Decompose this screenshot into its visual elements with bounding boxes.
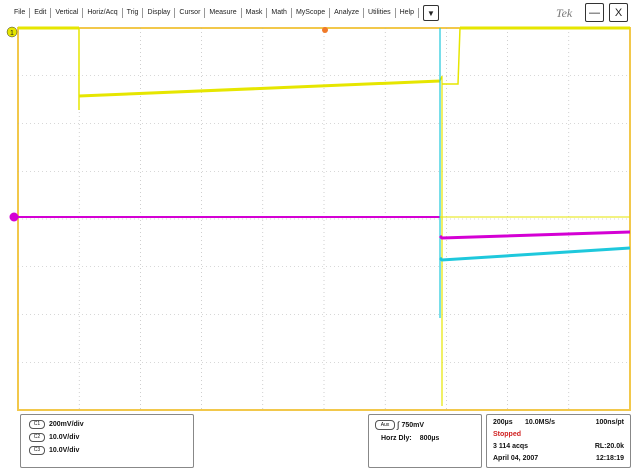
ch1-trace-spike xyxy=(439,75,443,406)
ch1-trace-rise xyxy=(442,27,461,85)
menu-display[interactable]: Display xyxy=(143,8,176,18)
trigger-panel[interactable]: Aux ∫ 750mV Horz Dly: 800µs xyxy=(368,414,482,468)
menu-edit[interactable]: Edit xyxy=(30,8,52,18)
ch1-trace-ramp xyxy=(78,79,441,98)
channel-scale-panel: C1 200mV/div C2 10.0V/div C3 10.0V/div xyxy=(20,414,194,468)
menu-myscope[interactable]: MyScope xyxy=(292,8,331,18)
menu-measure[interactable]: Measure xyxy=(205,8,242,18)
menu-trig[interactable]: Trig xyxy=(123,8,144,18)
ch1-badge: C1 xyxy=(29,419,45,429)
horz-delay-label: Horz Dly: xyxy=(381,435,412,442)
menu-vertical[interactable]: Vertical xyxy=(51,8,84,18)
resolution: 100ns/pt xyxy=(595,419,624,426)
capture-date: April 04, 2007 xyxy=(493,455,539,462)
record-length: RL:20.0k xyxy=(594,443,624,450)
sample-rate: 10.0MS/s xyxy=(525,419,555,426)
ch2-ground-marker[interactable] xyxy=(9,212,19,222)
menu-math[interactable]: Math xyxy=(267,8,292,18)
chevron-down-icon[interactable]: ▼ xyxy=(423,5,440,21)
close-button[interactable]: X xyxy=(609,3,628,22)
capture-time: 12:18:19 xyxy=(595,455,624,462)
time-per-div: 200µs xyxy=(493,419,513,426)
ch1-marker-label: 1 xyxy=(10,30,14,37)
acquisition-panel[interactable]: 200µs 10.0MS/s 100ns/pt Stopped 3 114 ac… xyxy=(486,414,631,468)
trigger-source-badge: Aux xyxy=(375,420,395,430)
ch1-scale-row[interactable]: C1 200mV/div xyxy=(29,419,84,429)
menu-mask[interactable]: Mask xyxy=(242,8,268,18)
ch3-trace-after xyxy=(438,246,631,262)
trigger-level: 750mV xyxy=(401,421,425,429)
ch2-trace-after xyxy=(438,230,631,240)
ch1-scale: 200mV/div xyxy=(49,420,84,428)
waveform-display[interactable]: 1 xyxy=(0,26,633,412)
ch1-marker[interactable]: 1 xyxy=(6,26,18,38)
brand-logo: Tek xyxy=(556,6,573,20)
menu-file[interactable]: File xyxy=(10,8,31,18)
ch3-badge: C3 xyxy=(29,445,45,455)
ch2-scale: 10.0V/div xyxy=(49,433,80,441)
menu-analyze[interactable]: Analyze xyxy=(330,8,365,18)
horz-delay-value: 800µs xyxy=(419,435,440,442)
trigger-level-row: Aux ∫ 750mV xyxy=(375,420,424,430)
ch3-scale-row[interactable]: C3 10.0V/div xyxy=(29,445,79,455)
minimize-button[interactable]: — xyxy=(585,3,604,22)
menu-help[interactable]: Help xyxy=(396,8,420,18)
acquisition-count: 3 114 acqs xyxy=(493,443,529,450)
ch2-badge: C2 xyxy=(29,432,45,442)
horz-delay-row: Horz Dly: 800µs xyxy=(381,435,439,442)
menu-bar: File Edit Vertical Horiz/Acq Trig Displa… xyxy=(0,0,633,26)
menu-items: File Edit Vertical Horiz/Acq Trig Displa… xyxy=(10,5,440,21)
menu-cursor[interactable]: Cursor xyxy=(175,8,206,18)
menu-horiz-acq[interactable]: Horiz/Acq xyxy=(83,8,123,18)
ch2-scale-row[interactable]: C2 10.0V/div xyxy=(29,432,79,442)
menu-utilities[interactable]: Utilities xyxy=(364,8,396,18)
acquisition-status: Stopped xyxy=(493,431,521,438)
trigger-position-marker[interactable] xyxy=(322,27,328,33)
ch3-scale: 10.0V/div xyxy=(49,446,80,454)
rising-edge-icon: ∫ xyxy=(397,420,400,430)
